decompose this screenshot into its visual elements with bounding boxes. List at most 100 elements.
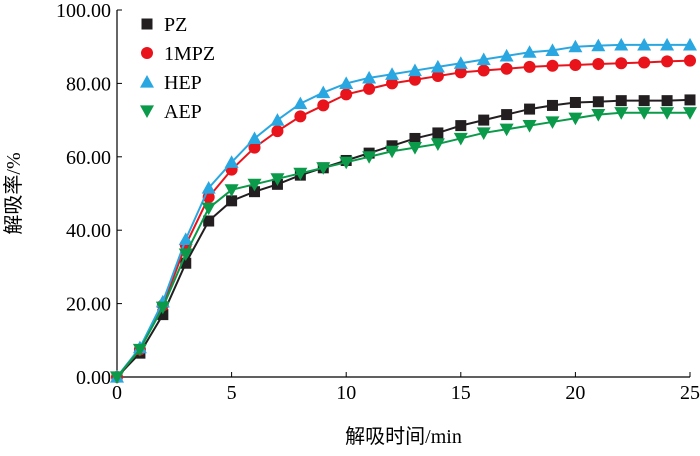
data-point xyxy=(293,167,308,181)
data-point xyxy=(294,110,307,123)
data-point xyxy=(431,70,444,83)
data-point xyxy=(522,120,537,133)
legend-label: 1MPZ xyxy=(164,43,215,65)
y-tick-label: 0.00 xyxy=(76,367,111,389)
x-axis-title: 解吸时间/min xyxy=(345,425,462,448)
data-point xyxy=(339,156,354,170)
data-point xyxy=(178,232,193,245)
data-point xyxy=(110,371,124,384)
y-tick-label: 100.00 xyxy=(56,0,111,22)
data-point xyxy=(592,96,604,108)
data-point xyxy=(478,114,490,126)
data-point xyxy=(546,59,559,72)
data-point xyxy=(524,103,536,115)
data-point xyxy=(592,57,605,70)
data-point xyxy=(293,96,308,110)
data-point xyxy=(432,127,444,139)
data-point xyxy=(569,59,582,72)
data-point xyxy=(661,95,673,107)
data-point xyxy=(201,180,216,194)
data-point xyxy=(568,39,583,53)
data-point xyxy=(523,60,536,73)
data-point xyxy=(500,62,513,75)
data-point xyxy=(226,195,238,207)
data-point xyxy=(614,107,629,120)
data-point xyxy=(637,37,652,51)
data-point xyxy=(615,95,627,107)
data-point xyxy=(248,141,261,154)
data-point xyxy=(224,155,239,168)
series-aep xyxy=(110,107,697,384)
axes: 0 5 10 15 20 25 0.00 20.00 40.00 60.00 80.00 100.00 xyxy=(56,0,700,404)
series-layer xyxy=(110,37,697,384)
data-point xyxy=(454,66,467,79)
data-point xyxy=(386,77,399,90)
legend-marker xyxy=(140,105,154,118)
series-line xyxy=(116,111,690,378)
data-point xyxy=(476,127,491,140)
data-point xyxy=(249,186,261,198)
data-point xyxy=(683,37,697,51)
data-point xyxy=(638,95,650,107)
data-point xyxy=(453,56,468,69)
data-point xyxy=(363,82,376,95)
data-point xyxy=(316,162,331,175)
data-point xyxy=(661,55,674,68)
legend-label: HEP xyxy=(164,72,202,94)
data-point xyxy=(455,120,467,132)
data-point xyxy=(545,116,560,129)
data-point xyxy=(614,37,629,51)
data-point xyxy=(569,96,581,108)
data-point xyxy=(180,257,192,269)
data-point xyxy=(340,88,353,101)
data-point xyxy=(615,57,628,70)
data-point xyxy=(476,52,491,66)
y-axis-title: 解吸率/% xyxy=(2,152,25,234)
data-point xyxy=(247,131,262,145)
data-point xyxy=(409,132,421,144)
data-point xyxy=(501,109,513,121)
x-tick-label: 20 xyxy=(565,382,585,404)
data-point xyxy=(660,107,675,120)
legend-item: PZ xyxy=(141,14,187,36)
data-point xyxy=(522,45,537,58)
legend: PZ 1MPZ HEP AEP xyxy=(140,14,215,123)
x-tick-label: 25 xyxy=(680,382,700,404)
legend-label: AEP xyxy=(164,101,202,123)
data-point xyxy=(499,123,514,137)
data-point xyxy=(155,301,170,315)
data-point xyxy=(132,343,147,357)
legend-marker xyxy=(141,18,153,30)
series-pz xyxy=(111,94,696,383)
data-point xyxy=(317,99,330,112)
y-tick-label: 60.00 xyxy=(66,147,111,169)
x-tick-label: 5 xyxy=(227,382,237,404)
data-point xyxy=(637,107,652,120)
data-point xyxy=(316,85,331,99)
data-point xyxy=(270,173,285,186)
data-point xyxy=(407,142,422,155)
data-point xyxy=(430,138,445,151)
data-point xyxy=(407,63,422,77)
data-point xyxy=(430,59,445,73)
data-point xyxy=(546,99,558,111)
data-point xyxy=(271,125,284,138)
y-tick-label: 40.00 xyxy=(66,220,111,242)
legend-marker xyxy=(140,75,154,88)
data-point xyxy=(684,54,696,67)
data-point xyxy=(477,64,490,77)
data-point xyxy=(157,309,169,321)
series-line xyxy=(116,98,691,378)
data-point xyxy=(499,48,514,62)
data-point xyxy=(683,107,697,120)
data-point xyxy=(385,67,400,80)
x-tick-label: 15 xyxy=(451,382,471,404)
data-point xyxy=(408,73,421,86)
data-point xyxy=(453,132,468,146)
data-point xyxy=(684,94,696,106)
data-point xyxy=(224,184,239,197)
x-tick-label: 10 xyxy=(336,382,356,404)
data-point xyxy=(591,38,606,52)
